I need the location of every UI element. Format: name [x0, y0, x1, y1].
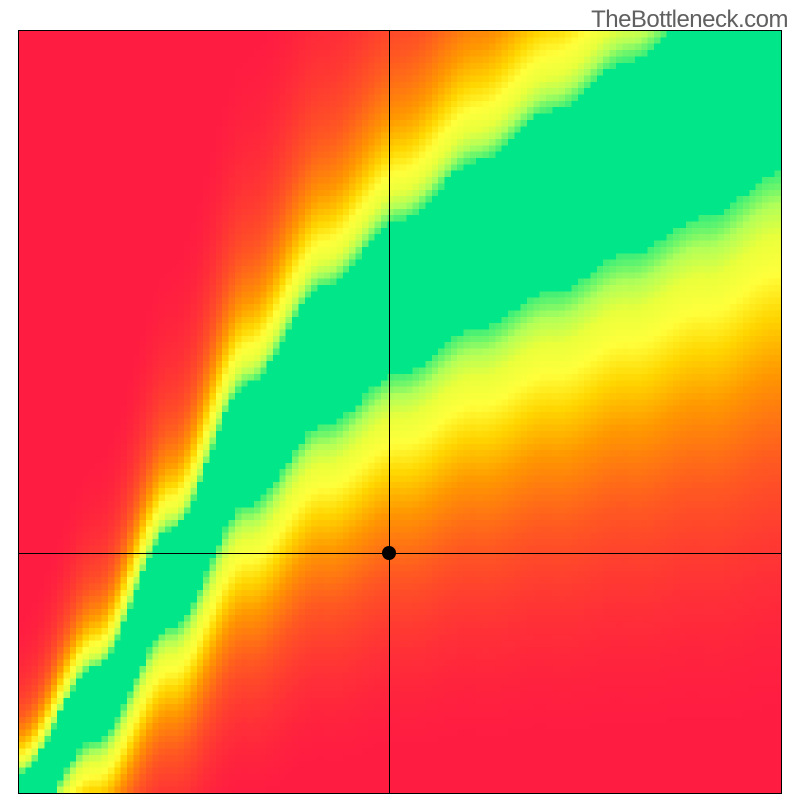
crosshair-vertical — [389, 31, 390, 793]
crosshair-marker — [382, 546, 396, 560]
watermark-text: TheBottleneck.com — [591, 6, 788, 34]
chart-container: TheBottleneck.com — [0, 0, 800, 800]
plot-area — [18, 30, 782, 794]
crosshair-horizontal — [19, 553, 781, 554]
heatmap-canvas — [19, 31, 781, 793]
